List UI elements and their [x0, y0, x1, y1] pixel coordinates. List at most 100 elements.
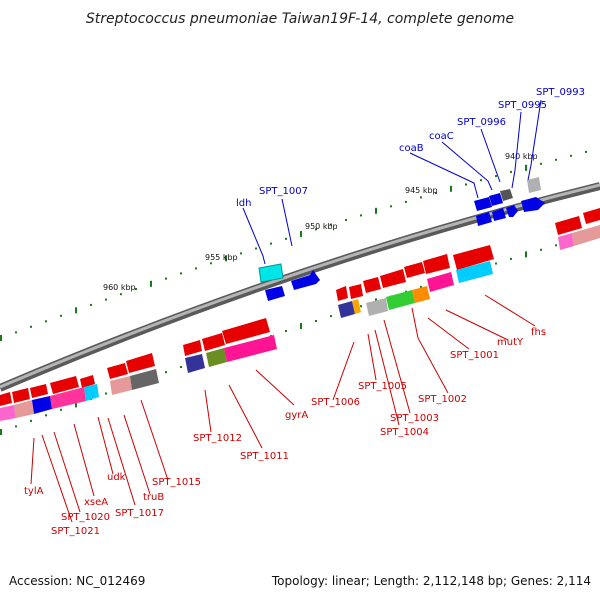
scale-minor-tick — [420, 286, 422, 288]
gene-SPT_1002[interactable] — [404, 262, 425, 278]
gene-xseA[interactable] — [50, 376, 79, 394]
scale-minor-tick — [480, 179, 482, 182]
gene-fhs[interactable] — [453, 245, 494, 270]
reverse-genes — [0, 208, 600, 406]
scale-minor-tick — [105, 298, 107, 301]
label-SPT_1005[interactable]: SPT_1005 — [358, 381, 407, 392]
scale-minor-tick — [60, 408, 62, 411]
gene-coaB[interactable] — [474, 197, 492, 211]
scale-label-955: 955 kbp — [205, 253, 238, 262]
scale-minor-tick — [240, 252, 242, 255]
scale-major-tick — [525, 251, 527, 258]
scale-minor-tick — [165, 371, 167, 374]
scale-label-950: 950 kbp — [305, 222, 338, 231]
label-SPT_1004[interactable]: SPT_1004 — [380, 427, 429, 438]
gene-SPT_1011[interactable] — [202, 333, 225, 351]
scale-minor-tick — [420, 196, 422, 199]
label-tylA[interactable]: tylA — [24, 486, 44, 497]
label-SPT_1001[interactable]: SPT_1001 — [450, 350, 499, 361]
scale-label-945: 945 kbp — [405, 186, 438, 195]
gene-SPT_1020[interactable] — [30, 384, 48, 398]
label-xseA[interactable]: xseA — [84, 497, 108, 508]
gene-udk[interactable] — [80, 375, 95, 388]
label-SPT_1006[interactable]: SPT_1006 — [311, 397, 360, 408]
gene-SPT_1021[interactable] — [12, 388, 30, 403]
gene-SPT_0993[interactable] — [527, 177, 541, 193]
gene-SPT_1004[interactable] — [363, 277, 381, 293]
label-SPT_1015[interactable]: SPT_1015 — [152, 477, 201, 488]
gene-coaC[interactable] — [489, 193, 503, 206]
scale-minor-tick — [180, 272, 182, 275]
scale-minor-tick — [570, 154, 572, 157]
scale-major-tick — [0, 335, 2, 341]
gene-SPT_0996[interactable] — [500, 189, 513, 201]
scale-minor-tick — [360, 214, 362, 217]
label-gyrA[interactable]: gyrA — [285, 410, 308, 421]
scale-minor-tick — [405, 200, 407, 203]
scale-minor-tick — [555, 244, 557, 247]
label-ldh[interactable]: ldh — [236, 198, 251, 209]
scale-major-tick — [525, 164, 527, 171]
gene-truB[interactable] — [107, 363, 128, 379]
scale-major-tick — [75, 401, 77, 408]
scale-major-tick — [75, 307, 77, 314]
label-SPT_1021[interactable]: SPT_1021 — [51, 526, 100, 537]
label-mutY[interactable]: mutY — [497, 337, 524, 348]
scale-minor-tick — [555, 158, 557, 161]
gene-SPT_0995[interactable] — [506, 205, 518, 217]
gene-ldh[interactable] — [258, 263, 284, 283]
gene-SPT_1003[interactable] — [380, 269, 406, 288]
gene-gyrA[interactable] — [222, 318, 270, 344]
gene-coaC-2[interactable] — [492, 208, 506, 221]
scale-major-tick — [450, 185, 452, 192]
scale-minor-tick — [285, 237, 287, 240]
scale-major-tick — [375, 207, 377, 214]
label-SPT_1003[interactable]: SPT_1003 — [390, 413, 439, 424]
gene-SPT_1007[interactable] — [291, 270, 320, 290]
forward-genes — [258, 177, 545, 301]
label-udk[interactable]: udk — [107, 472, 126, 483]
label-SPT_1017[interactable]: SPT_1017 — [115, 508, 164, 519]
gene-SPT_1012[interactable] — [183, 340, 202, 356]
label-SPT_0996[interactable]: SPT_0996 — [457, 117, 506, 128]
label-coaB[interactable]: coaB — [399, 143, 424, 154]
scale-minor-tick — [210, 262, 212, 265]
label-SPT_0993[interactable]: SPT_0993 — [536, 87, 585, 98]
gene-SPT_1001[interactable] — [423, 254, 450, 274]
scale-minor-tick — [15, 331, 17, 334]
gene-SPT_1015[interactable] — [126, 353, 155, 373]
gene-ldh-arrow[interactable] — [265, 286, 285, 301]
scale-minor-tick — [465, 183, 467, 186]
gene-right-edge[interactable] — [583, 208, 600, 224]
gene-mutY[interactable] — [555, 216, 582, 235]
forward-labels: SPT_0993 SPT_0995 SPT_0996 coaC coaB SPT… — [236, 87, 585, 209]
leader-lines — [30, 99, 542, 523]
gene-SPT_1006[interactable] — [336, 286, 348, 301]
label-truB[interactable]: truB — [143, 492, 164, 503]
scale-minor-tick — [510, 170, 512, 173]
label-SPT_1002[interactable]: SPT_1002 — [418, 394, 467, 405]
scale-minor-tick — [120, 293, 122, 296]
label-SPT_1020[interactable]: SPT_1020 — [61, 512, 110, 523]
label-fhs[interactable]: fhs — [531, 327, 546, 338]
scale-minor-tick — [540, 162, 542, 165]
label-SPT_1007[interactable]: SPT_1007 — [259, 186, 308, 197]
label-SPT_1011[interactable]: SPT_1011 — [240, 451, 289, 462]
label-coaC[interactable]: coaC — [429, 131, 454, 142]
scale-minor-tick — [330, 315, 332, 318]
label-SPT_0995[interactable]: SPT_0995 — [498, 100, 547, 111]
gene-coaB-2[interactable] — [476, 212, 492, 226]
gene-tylA[interactable] — [0, 392, 12, 406]
scale-minor-tick — [15, 425, 17, 428]
gene-SPT_0993-arrow[interactable] — [521, 197, 545, 212]
scale-minor-tick — [315, 228, 317, 231]
scale-minor-tick — [30, 325, 32, 328]
scale-minor-tick — [45, 414, 47, 417]
gene-SPT_1005[interactable] — [349, 284, 363, 299]
scale-label-940: 940 kbp — [505, 152, 538, 161]
scale-minor-tick — [330, 223, 332, 226]
label-SPT_1012[interactable]: SPT_1012 — [193, 433, 242, 444]
scale-minor-tick — [45, 320, 47, 323]
scale-minor-tick — [195, 267, 197, 270]
scale-minor-tick — [90, 303, 92, 306]
